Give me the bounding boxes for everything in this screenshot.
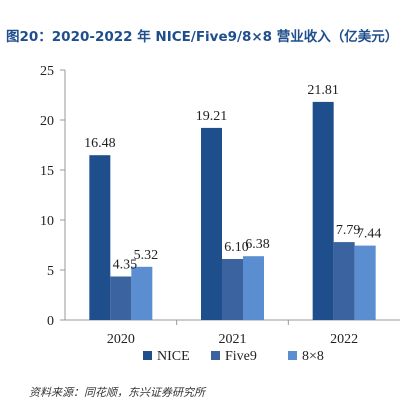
y-tick-label: 25	[40, 64, 54, 79]
legend-label: Five9	[225, 349, 257, 364]
x-tick-label: 2021	[219, 332, 247, 347]
legend-swatch	[288, 351, 297, 360]
bar-88-2020	[131, 266, 153, 320]
data-label: 6.38	[245, 237, 270, 252]
bar-88-2021	[243, 256, 264, 320]
legend-label: 8×8	[302, 349, 324, 364]
chart-legend: NICE Five9 8×8	[143, 349, 324, 364]
data-label: 21.81	[307, 83, 339, 98]
legend-label: NICE	[157, 349, 190, 364]
y-tick-label: 0	[47, 314, 54, 329]
bar-five9-2021	[222, 259, 243, 320]
data-label: 6.10	[224, 240, 249, 255]
bar-nice-2022	[312, 101, 334, 321]
chart-title: 图20：2020-2022 年 NICE/Five9/8×8 营业收入（亿美元）	[6, 29, 399, 45]
legend-swatch	[211, 351, 220, 360]
chart-data-labels: 16.48 4.355.32 19.21 6.106.38 21.81 7.797.44	[84, 83, 381, 273]
y-tick-label: 10	[40, 214, 54, 229]
data-label: 7.44	[357, 227, 382, 242]
bar-five9-2020	[110, 276, 132, 320]
data-label: 7.79	[336, 223, 361, 238]
chart-bars	[89, 101, 376, 321]
x-tick-label: 2020	[107, 332, 135, 347]
source-note: 资料来源：同花顺，东兴证券研究所	[29, 386, 205, 399]
bar-five9-2022	[333, 242, 355, 320]
x-tick-label: 2022	[330, 332, 358, 347]
legend-swatch	[143, 351, 152, 360]
data-label: 5.32	[134, 248, 159, 263]
chart-axes: 0 5 10 15 20 25 2020 2021 2022	[40, 64, 400, 347]
y-tick-label: 15	[40, 164, 54, 179]
bar-nice-2020	[89, 155, 111, 320]
data-label: 16.48	[84, 136, 116, 151]
y-tick-label: 20	[40, 114, 54, 129]
data-label: 4.35	[113, 258, 138, 273]
bar-88-2022	[354, 245, 376, 320]
bar-nice-2021	[201, 127, 222, 321]
data-label: 19.21	[196, 109, 228, 124]
y-tick-label: 5	[47, 264, 54, 279]
